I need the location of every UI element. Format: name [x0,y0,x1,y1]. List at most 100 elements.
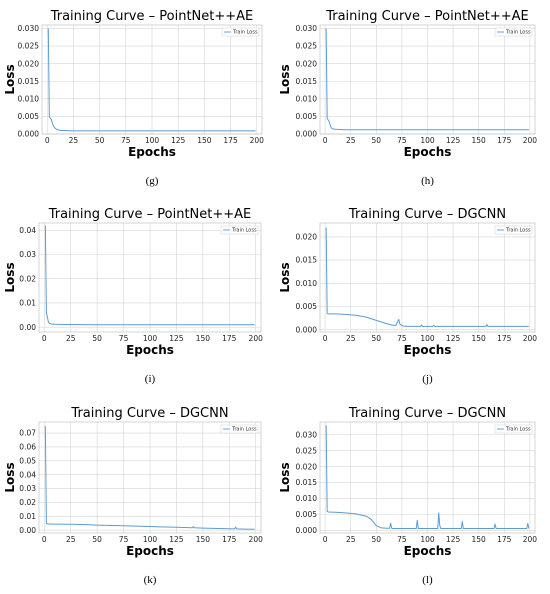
subfigure-caption: (i) [145,373,156,385]
x-tick-label: 150 [472,136,487,145]
y-tick-label: 0.04 [19,226,36,235]
x-axis: 0 25 50 75 100 125 150 175 200 [45,25,264,145]
y-axis-label: Loss [278,462,292,492]
x-tick-label: 125 [446,334,461,343]
series-line-train-loss [44,225,255,326]
x-tick-label: 175 [222,535,237,544]
y-tick-label: 0.010 [296,94,318,103]
series-line-train-loss [325,28,529,131]
y-tick-label: 0.07 [19,429,36,438]
y-axis-label: Loss [278,64,292,94]
x-tick-label: 200 [250,136,265,145]
y-tick-label: 0.000 [296,325,318,334]
series-line-train-loss [325,425,530,530]
y-tick-label: 0.005 [18,112,40,121]
y-tick-label: 0.00 [19,526,36,535]
legend-label: Train Loss [505,30,531,36]
y-tick-label: 0.030 [296,430,318,439]
y-tick-label: 0.000 [296,130,318,139]
y-axis: 0.000 0.005 0.010 0.015 0.020 0.025 0.030 [296,430,535,535]
y-tick-label: 0.02 [19,274,36,283]
y-tick-label: 0.03 [19,250,36,259]
chart-svg-k: Training Curve – DGCNN 0 25 50 75 100 125 150 17… [3,406,263,586]
x-tick-label: 100 [143,535,158,544]
chart-title: Training Curve – DGCNN [348,406,506,421]
x-tick-label: 50 [92,334,102,343]
subfigure-caption: (j) [422,373,433,385]
x-tick-label: 25 [346,334,356,343]
x-axis-label: Epochs [126,343,174,357]
x-tick-label: 0 [45,136,50,145]
x-tick-label: 75 [397,334,407,343]
x-tick-label: 125 [446,136,461,145]
x-tick-label: 150 [196,535,211,544]
x-tick-label: 200 [523,535,538,544]
y-tick-label: 0.00 [19,323,36,332]
chart-title: Training Curve – DGCNN [70,406,228,421]
y-tick-label: 0.030 [296,24,318,33]
x-tick-label: 175 [497,535,512,544]
y-tick-label: 0.025 [296,42,318,51]
y-tick-label: 0.015 [18,77,40,86]
legend-box [494,27,533,37]
x-tick-label: 0 [323,136,328,145]
y-axis-label: Loss [3,462,17,492]
legend-box [220,225,259,235]
chart-svg-i: Training Curve – PointNet++AE 0 25 50 75 100 1… [3,207,263,385]
x-axis-label: Epochs [404,343,452,357]
x-tick-label: 100 [420,334,435,343]
legend-box [494,424,533,434]
x-tick-label: 25 [346,136,356,145]
x-axis: 0 25 50 75 100 125 150 175 200 [42,422,263,544]
y-tick-label: 0.000 [18,130,40,139]
y-tick-label: 0.01 [19,299,36,308]
y-axis-label: Loss [3,262,17,292]
x-tick-label: 100 [420,136,435,145]
x-tick-label: 0 [42,334,47,343]
x-tick-label: 25 [66,535,76,544]
y-tick-label: 0.005 [296,510,318,519]
y-tick-label: 0.020 [296,233,318,242]
plot-frame [38,222,262,333]
y-axis: 0.000 0.005 0.010 0.015 0.020 0.025 0.030 [296,24,535,139]
x-axis-label: Epochs [126,544,174,558]
x-tick-label: 0 [323,535,328,544]
x-tick-label: 75 [119,334,129,343]
subfigure-caption: (g) [146,175,159,187]
y-tick-label: 0.015 [296,256,318,265]
y-axis: 0.000 0.005 0.010 0.015 0.020 0.025 0.030 [18,24,262,139]
x-tick-label: 175 [497,334,512,343]
y-tick-label: 0.005 [296,112,318,121]
x-tick-label: 175 [223,136,238,145]
x-tick-label: 75 [397,136,407,145]
y-axis-label: Loss [278,262,292,292]
subfigure-caption: (h) [421,175,434,187]
x-axis: 0 25 50 75 100 125 150 175 200 [323,25,537,145]
chart-panel-g: Training Curve – PointNet++AE 0 25 50 75 100 1… [0,0,275,198]
y-tick-label: 0.025 [296,446,318,455]
x-axis: 0 25 50 75 100 125 150 175 200 [42,223,263,343]
chart-panel-i: Training Curve – PointNet++AE 0 25 50 75 100 1… [0,198,275,396]
chart-panel-h: Training Curve – PointNet++AE 0 25 50 75 100 1… [275,0,550,198]
x-tick-label: 200 [249,334,264,343]
legend-label: Train Loss [232,30,258,36]
x-tick-label: 50 [372,535,382,544]
legend: Train Loss [494,424,533,434]
legend-label: Train Loss [505,228,531,234]
legend: Train Loss [221,27,260,37]
y-tick-label: 0.020 [296,59,318,68]
y-tick-label: 0.020 [296,462,318,471]
y-tick-label: 0.06 [19,443,36,452]
x-axis-label: Epochs [404,544,452,558]
x-tick-label: 175 [222,334,237,343]
legend: Train Loss [220,225,259,235]
legend-box [494,225,533,235]
y-tick-label: 0.020 [18,59,40,68]
x-tick-label: 125 [171,136,186,145]
y-axis: 0.00 0.01 0.02 0.03 0.04 0.05 0.06 0.07 [19,429,261,535]
y-axis: 0.00 0.01 0.02 0.03 0.04 [19,226,261,332]
y-axis-label: Loss [3,64,17,94]
x-tick-label: 100 [420,535,435,544]
x-tick-label: 75 [397,535,407,544]
chart-svg-l: Training Curve – DGCNN 0 25 50 75 100 125 150 17… [278,406,538,586]
